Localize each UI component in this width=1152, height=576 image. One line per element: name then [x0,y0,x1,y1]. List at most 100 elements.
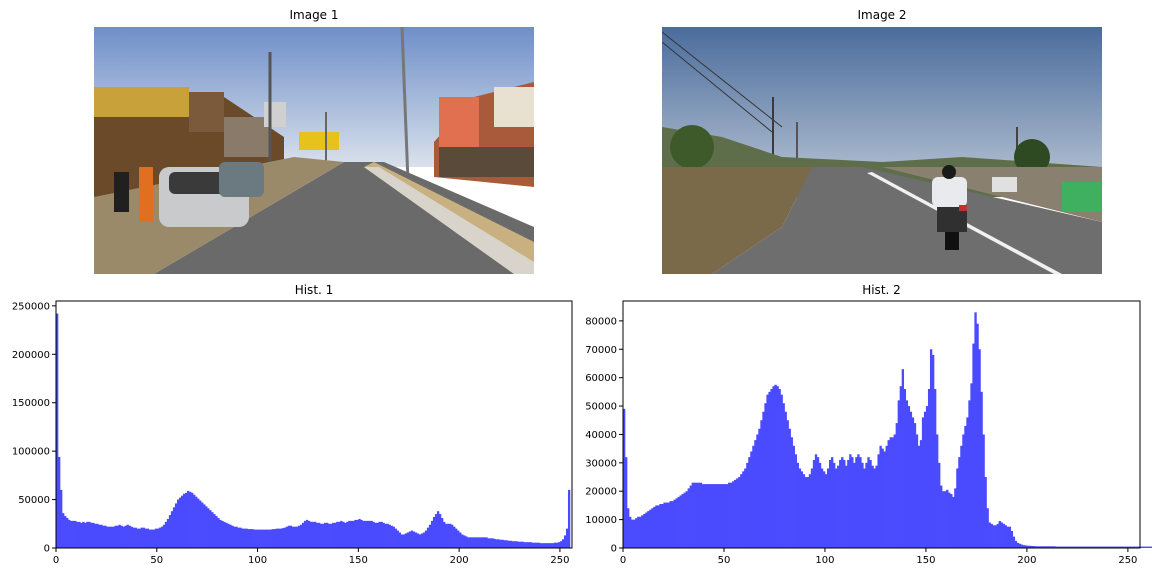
hist2-bar [1117,546,1121,548]
hist2-bar [768,391,771,548]
hist1-bar [404,533,408,548]
hist2-bar [717,484,721,548]
hist2-bar [820,468,824,548]
hist1-bar [374,522,377,548]
hist2-bar [833,462,836,548]
hist1-bar [58,456,61,548]
hist1-bar [199,500,202,548]
hist2-bar [629,516,632,548]
hist1-bar [328,523,331,548]
hist1-bar [463,535,466,548]
hist1-bar [459,532,462,548]
hist2-bar [903,389,907,548]
hist1-bar [430,520,434,548]
hist1-bar [362,520,365,548]
hist1-bar [281,528,285,548]
hist1-bar [545,543,549,548]
hist2-bar [780,394,783,548]
hist2-bar [681,494,684,548]
hist1-bar [94,523,97,548]
hist2-bar [754,440,757,548]
hist1-bar [209,510,212,548]
hist1-bar [342,521,345,548]
hist2-bar [867,457,870,548]
hist1-bar [434,514,438,548]
hist1-bar [90,522,93,548]
hist1-bar [118,524,121,548]
hist1-bar [386,523,389,548]
hist1-bar [330,523,333,548]
hist1-bar [400,534,403,548]
hist1-bar [509,540,512,548]
hist2-bar [828,459,832,548]
hist2-bar [954,488,957,548]
hist1-bar [436,511,440,548]
hist2-bar [895,423,898,548]
hist1-bar [551,543,555,548]
hist2-bar [1131,546,1135,548]
hist2-bar [1085,546,1088,548]
hist2-bar [655,505,658,548]
hist1-axes-frame [55,300,573,549]
hist2-bar [946,489,949,548]
hist1-bar [156,528,160,548]
hist2-bar [659,503,662,548]
hist1-bar [273,529,277,548]
hist1-bar [368,520,371,548]
hist2-ytick-label: 40000 [585,430,617,441]
hist1-bar [309,521,313,548]
hist2-bar [721,484,725,548]
hist2-bar [1113,546,1117,548]
hist1-bar [112,526,115,548]
hist2-bar [970,383,973,548]
hist2-bar [732,481,735,548]
hist2-bar [1065,546,1068,548]
hist1-xtick-label: 100 [248,555,267,566]
hist1-bar [424,530,428,548]
hist1-ytick-label: 200000 [12,350,50,361]
hist1-bar [314,521,317,548]
hist1-bar [60,489,63,548]
hist2-bar [740,474,743,548]
hist1-bar [70,520,73,548]
hist1-bar [193,494,196,548]
hist1-bar [334,522,337,548]
hist1-bar [144,528,148,548]
hist1-bar [271,529,274,548]
hist1-bar [535,542,539,548]
hist2-bar [1121,546,1125,548]
hist1-bar [152,529,156,548]
hist2-bar [822,471,826,548]
hist1-bar [279,528,283,548]
hist2-bar [778,389,781,548]
hist2-bar [1103,546,1106,548]
hist2-bar [877,454,880,548]
hist2-bar [711,484,715,548]
hist2-bar [936,434,939,548]
hist1-bar [98,524,101,548]
hist1-bar [82,521,85,548]
hist2-bar [683,492,686,548]
hist2-bar [1150,546,1152,548]
hist2-bar [1016,542,1020,548]
hist2-bar [814,454,818,548]
hist1-bar [517,541,520,548]
hist2-bar [891,437,894,548]
hist1-bar [114,525,117,548]
hist2-bar [934,389,937,548]
hist2-bar [774,384,777,548]
hist1-bar [293,526,297,548]
hist2-ytick-label: 50000 [585,402,617,413]
hist2-axes-frame [622,300,1141,549]
hist2-bar [1140,546,1143,548]
hist1-bar [241,528,244,548]
hist2-bar [893,434,896,548]
hist2-xtick-label: 0 [620,555,626,566]
hist1-bar [227,523,230,548]
hist1-bar [251,529,254,548]
hist1-bar [64,516,67,548]
hist2-bar [982,434,985,548]
hist2-bar [976,323,979,548]
hist2-bar [665,502,668,548]
